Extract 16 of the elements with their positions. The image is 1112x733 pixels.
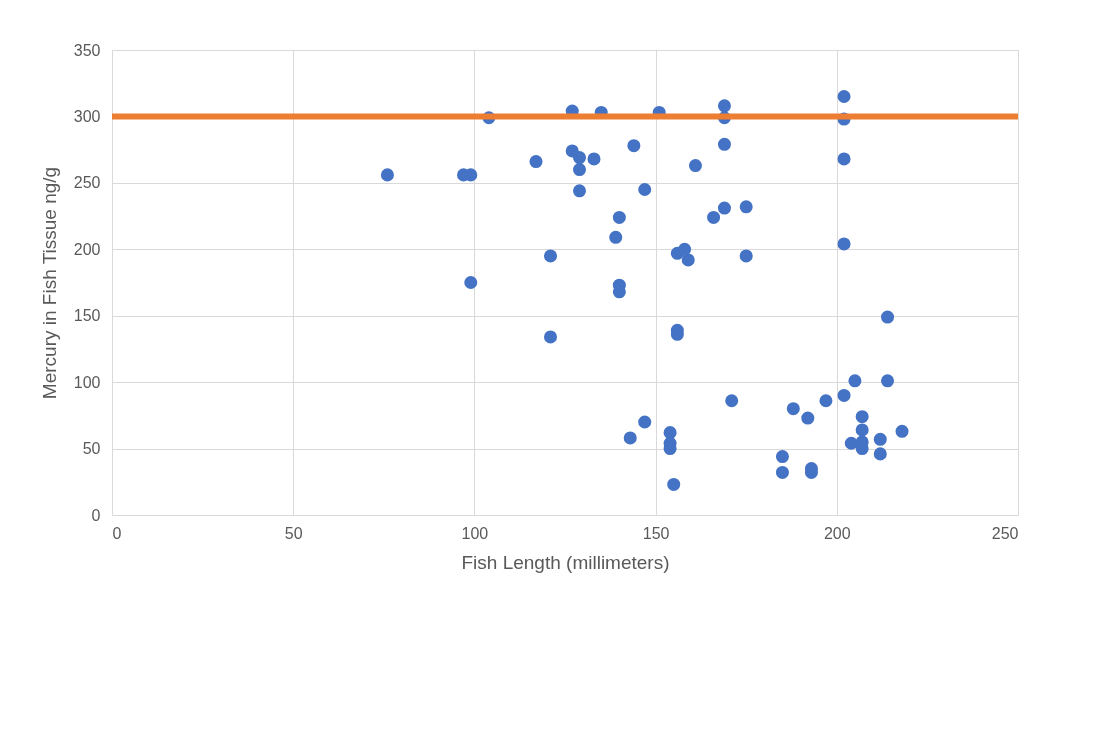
y-tick-label: 0 (91, 506, 101, 524)
y-axis-title: Mercury in Fish Tissue ng/g (38, 166, 60, 400)
x-tick-label: 100 (461, 524, 489, 542)
y-tick-label: 100 (73, 373, 101, 391)
y-tick-label: 350 (73, 41, 101, 59)
y-tick-label: 200 (73, 240, 101, 258)
x-tick-label: 0 (112, 524, 122, 542)
y-tick-label: 150 (73, 307, 101, 325)
x-axis-title: Fish Length (millimeters) (461, 551, 670, 573)
x-tick-label: 150 (642, 524, 670, 542)
x-tick-label: 200 (823, 524, 851, 542)
x-tick-label: 250 (991, 524, 1019, 542)
y-tick-label: 250 (73, 174, 101, 192)
y-tick-label: 50 (82, 440, 101, 458)
y-tick-label: 300 (73, 107, 101, 125)
x-tick-label: 50 (284, 524, 303, 542)
